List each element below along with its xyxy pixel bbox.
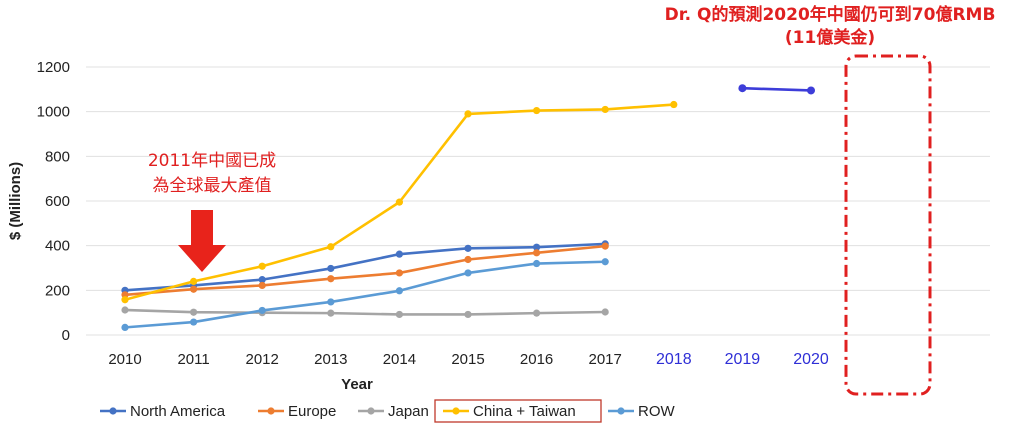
y-tick-label: 200: [45, 282, 70, 299]
y-tick-label: 600: [45, 193, 70, 210]
data-point: [258, 262, 266, 270]
legend-swatch-dot: [617, 407, 625, 415]
x-tick-label: 2017: [589, 351, 622, 368]
legend-label: Europe: [288, 403, 336, 420]
legend-swatch-dot: [267, 407, 275, 415]
forecast-line: [742, 86, 812, 92]
data-point: [121, 296, 129, 304]
x-tick-label: 2014: [383, 351, 416, 368]
y-tick-label: 800: [45, 148, 70, 165]
x-axis-ticks: 2010 2011 2012 2013 2014 2015 2016 2017 2018 2019…: [108, 351, 829, 368]
data-point: [601, 242, 609, 250]
forecast-point: [738, 84, 747, 93]
series-china-taiwan: [121, 100, 678, 304]
data-point: [121, 323, 129, 332]
data-point: [258, 276, 266, 284]
x-tick-label: 2012: [246, 351, 279, 368]
x-tick-label: 2013: [314, 351, 347, 368]
x-tick-label: 2020: [793, 351, 829, 368]
data-point: [464, 255, 472, 264]
x-axis-title: Year: [341, 376, 373, 393]
y-tick-label: 1200: [37, 59, 70, 76]
x-tick-label: 2016: [520, 351, 553, 368]
data-point: [464, 244, 472, 252]
x-tick-label: 2010: [108, 351, 141, 368]
data-point: [327, 243, 335, 251]
data-point: [190, 318, 198, 326]
series-row: [121, 258, 609, 332]
x-tick-label: 2011: [177, 351, 209, 368]
data-point: [121, 306, 129, 314]
series-line: [124, 244, 606, 297]
forecast-point: [807, 86, 815, 95]
data-point: [464, 269, 472, 277]
data-point: [190, 285, 198, 293]
forecast-highlight-box: [844, 54, 932, 396]
data-point: [533, 259, 541, 268]
data-point: [327, 264, 335, 273]
data-point: [395, 287, 403, 295]
data-point: [327, 309, 335, 317]
legend-swatch-dot: [452, 407, 460, 415]
series-japan: [121, 306, 609, 319]
x-tick-label: 2015: [451, 351, 484, 368]
data-point: [464, 310, 472, 319]
forecast-note-line1: Dr. Q的預測2020年中國仍可到70億RMB: [665, 4, 996, 25]
legend-item: Europe: [258, 403, 336, 420]
grid-lines: [86, 66, 990, 336]
y-tick-label: 0: [62, 327, 70, 344]
data-point: [258, 306, 266, 315]
forecast-note-line2: (11億美金): [785, 27, 875, 48]
arrow-note-line2: 為全球最大產值: [153, 176, 272, 196]
series-line: [124, 260, 606, 329]
arrow-note-line1: 2011年中國已成: [148, 151, 276, 171]
legend-swatch-dot: [109, 407, 117, 415]
data-point: [327, 275, 335, 283]
data-point: [395, 310, 403, 319]
y-axis-ticks: 0 200 400 600 800 1000 1200: [37, 59, 70, 344]
data-point: [258, 281, 266, 290]
y-tick-label: 1000: [37, 104, 70, 121]
series-line: [124, 308, 606, 316]
data-point: [327, 298, 335, 306]
data-point: [670, 100, 678, 109]
series-europe: [121, 242, 609, 299]
legend-item: ROW: [608, 403, 676, 420]
forecast-series: [738, 84, 815, 95]
legend-label: Japan: [388, 403, 429, 420]
legend-label: North America: [130, 403, 226, 420]
legend-swatch-dot: [367, 407, 375, 415]
legend-item: North America: [100, 403, 226, 420]
data-point: [395, 269, 403, 277]
data-point: [190, 277, 198, 285]
data-point: [533, 106, 541, 115]
red-down-arrow: [178, 210, 226, 272]
data-point: [533, 309, 541, 317]
legend-item: Japan: [358, 403, 429, 420]
legend: North America Europe Japan China + Taiwan RO…: [100, 399, 676, 423]
legend-label: ROW: [638, 403, 676, 420]
data-point: [190, 308, 198, 316]
x-tick-label: 2018: [656, 351, 692, 368]
series-lines: [121, 84, 815, 332]
data-point: [601, 258, 609, 266]
data-point: [533, 243, 541, 251]
data-point: [601, 308, 609, 316]
y-axis-title: $ (Millions): [7, 162, 24, 240]
data-point: [533, 249, 541, 257]
data-point: [601, 105, 609, 114]
legend-highlight-box: [434, 399, 602, 423]
data-point: [395, 250, 403, 258]
series-line: [124, 242, 606, 292]
legend-item: China + Taiwan: [443, 403, 576, 420]
y-tick-label: 400: [45, 238, 70, 255]
data-point: [395, 198, 403, 206]
x-tick-label: 2019: [725, 351, 761, 368]
data-point: [464, 110, 472, 118]
legend-label: China + Taiwan: [473, 403, 576, 420]
